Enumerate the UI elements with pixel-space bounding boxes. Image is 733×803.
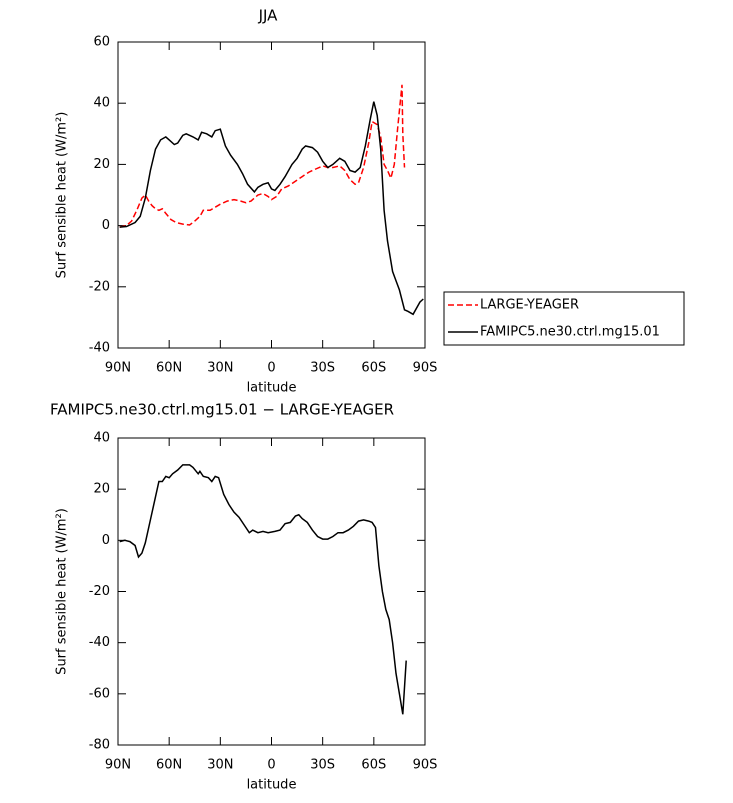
data-line [119, 101, 424, 316]
y-tick-label: 40 [93, 96, 110, 111]
x-tick-label: 90S [413, 758, 438, 773]
x-tick-label: 30S [310, 361, 335, 376]
y-axis-label: Surf sensible heat (W/m²) [55, 112, 70, 279]
data-line [119, 84, 406, 228]
y-tick-label: 40 [93, 431, 110, 446]
x-axis-label: latitude [247, 381, 297, 396]
x-tick-label: 0 [267, 758, 275, 773]
y-tick-label: 60 [93, 35, 110, 50]
y-tick-label: -80 [89, 738, 110, 753]
legend-label: FAMIPC5.ne30.ctrl.mg15.01 [480, 325, 660, 340]
plot-frame [117, 41, 426, 349]
x-tick-label: 30S [310, 758, 335, 773]
x-tick-label: 90N [105, 758, 131, 773]
x-tick-label: 60N [156, 758, 182, 773]
x-tick-label: 30N [207, 361, 233, 376]
y-tick-label: -40 [89, 341, 110, 356]
plot-frame [117, 437, 426, 746]
chart-title: JJA [258, 7, 279, 25]
y-axis-label: Surf sensible heat (W/m²) [55, 508, 70, 675]
y-tick-label: -40 [89, 635, 110, 650]
legend-label: LARGE-YEAGER [480, 298, 579, 313]
x-tick-label: 90S [413, 361, 438, 376]
x-axis-label: latitude [247, 778, 297, 793]
x-tick-label: 60N [156, 361, 182, 376]
x-tick-label: 60S [361, 758, 386, 773]
y-tick-label: 0 [102, 218, 110, 233]
x-tick-label: 90N [105, 361, 131, 376]
x-tick-label: 60S [361, 361, 386, 376]
y-tick-label: -60 [89, 686, 110, 701]
data-line [119, 464, 407, 715]
x-tick-label: 0 [267, 361, 275, 376]
y-tick-label: 20 [93, 482, 110, 497]
y-tick-label: -20 [89, 279, 110, 294]
legend-box [443, 291, 685, 346]
y-tick-label: -20 [89, 584, 110, 599]
y-tick-label: 20 [93, 157, 110, 172]
y-tick-label: 0 [102, 533, 110, 548]
chart-title: FAMIPC5.ne30.ctrl.mg15.01 − LARGE-YEAGER [50, 401, 394, 419]
x-tick-label: 30N [207, 758, 233, 773]
